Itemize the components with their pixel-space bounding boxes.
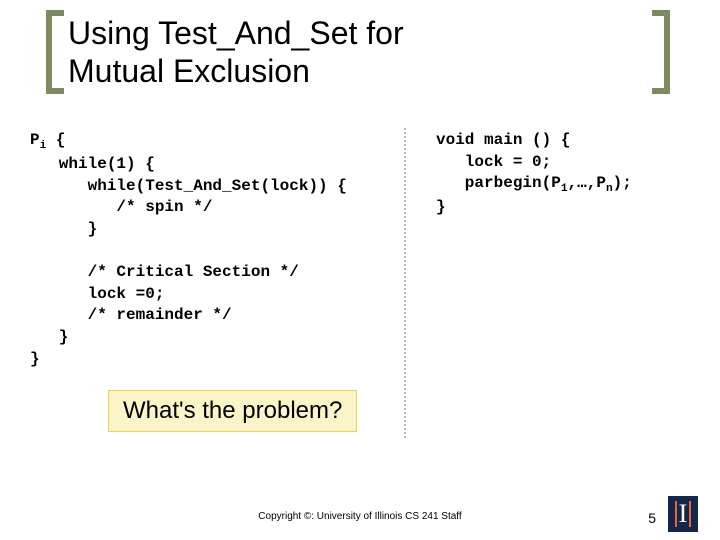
pi-label: P [30,131,40,149]
code-left-column: Pi { while(1) { while(Test_And_Set(lock)… [30,130,430,370]
code-left: Pi { while(1) { while(Test_And_Set(lock)… [30,130,430,370]
code-right: void main () { lock = 0; parbegin(P1,…,P… [436,130,690,219]
callout-box: What's the problem? [108,390,357,432]
content-area: Pi { while(1) { while(Test_And_Set(lock)… [30,130,690,370]
code-right-column: void main () { lock = 0; parbegin(P1,…,P… [430,130,690,370]
title-block: Using Test_And_Set for Mutual Exclusion [46,14,660,91]
callout-text: What's the problem? [123,397,342,424]
slide-number: 5 [648,510,656,526]
title-line2: Mutual Exclusion [68,53,310,89]
footer-copyright: Copyright ©: University of Illinois CS 2… [0,511,720,522]
logo-letter: I [675,501,692,527]
illinois-logo: I [668,496,698,532]
title-line1: Using Test_And_Set for [68,15,404,51]
